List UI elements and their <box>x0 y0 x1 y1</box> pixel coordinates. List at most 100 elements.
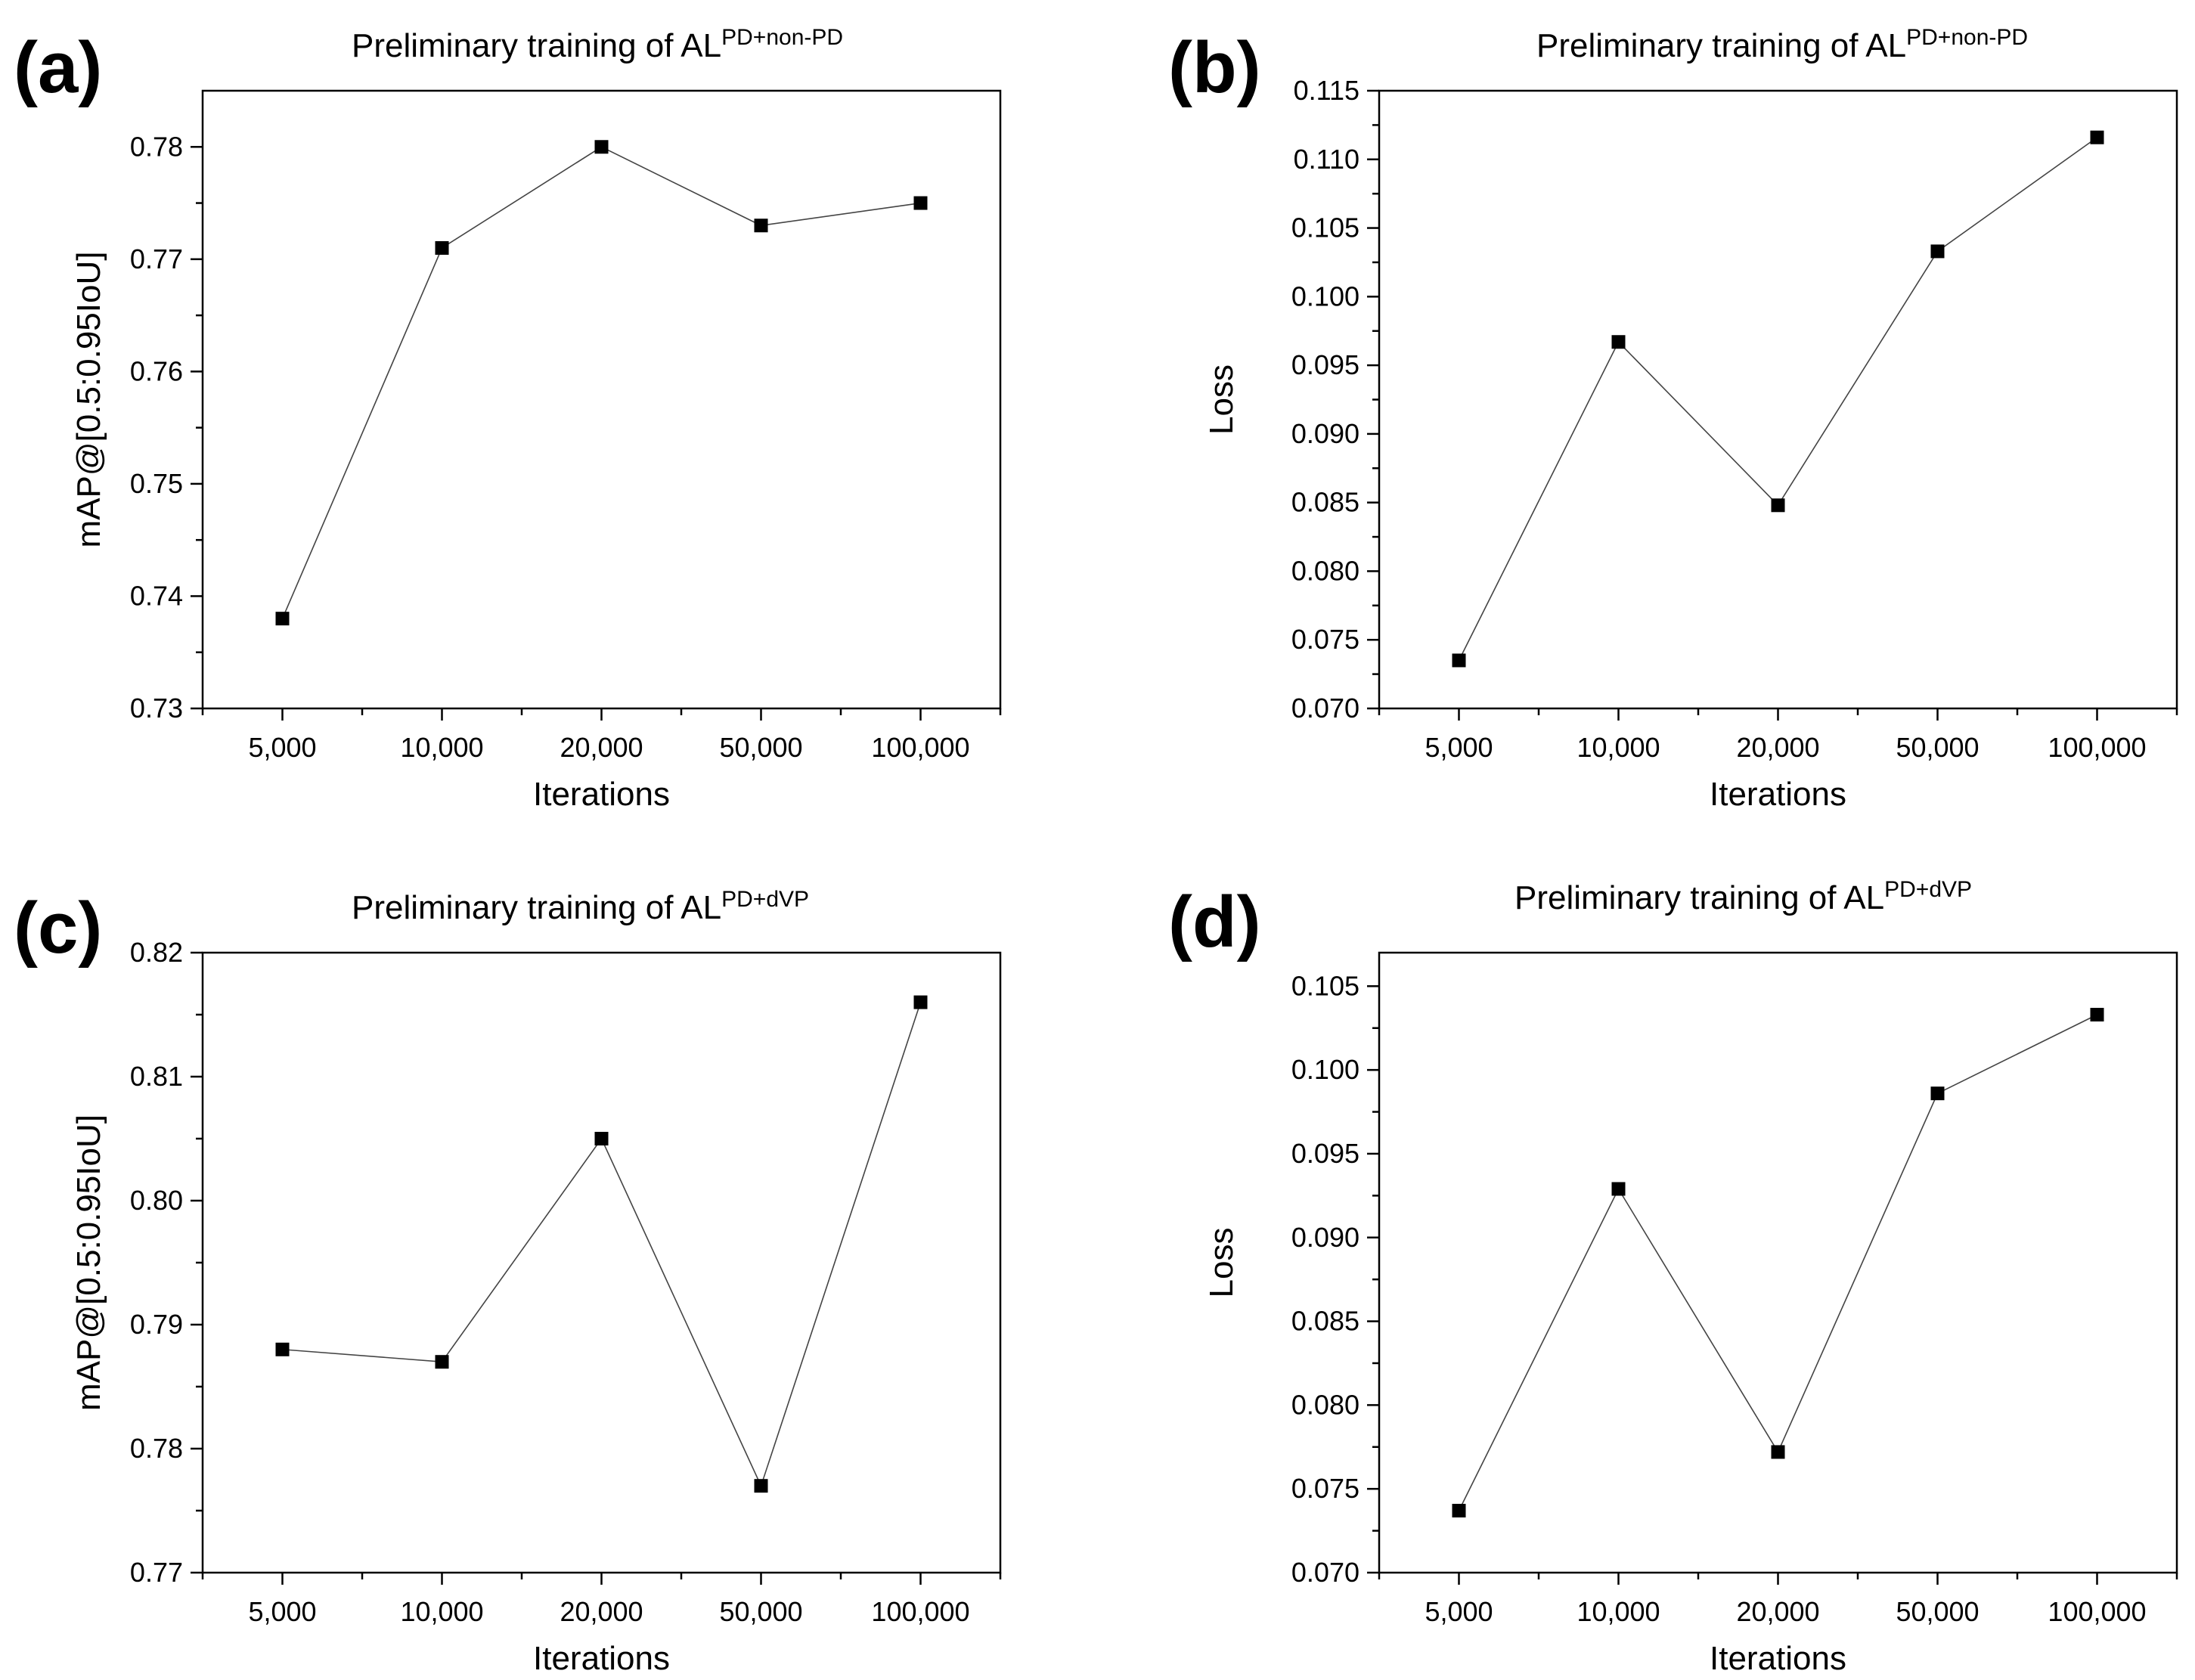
y-tick-label: 0.100 <box>1291 281 1359 312</box>
chart-panel: (c) Preliminary training of ALPD+dVP 5,000… <box>14 887 1002 1677</box>
x-axis-title: Iterations <box>533 776 670 813</box>
x-tick-label: 50,000 <box>1896 1596 1979 1627</box>
y-axis-title: mAP@[0.5:0.95IoU] <box>70 252 107 548</box>
y-tick-label: 0.085 <box>1291 487 1359 518</box>
data-point <box>1611 1182 1626 1196</box>
y-tick-label: 0.090 <box>1291 1222 1359 1253</box>
x-axis-title: Iterations <box>533 1640 670 1677</box>
data-point <box>594 1132 609 1145</box>
chart-title-superscript: PD+non-PD <box>1906 25 2028 50</box>
x-tick-label: 10,000 <box>400 732 483 763</box>
y-tick-label: 0.78 <box>130 1433 183 1464</box>
plot-frame <box>1378 89 2178 710</box>
x-tick-label: 5,000 <box>1425 732 1493 763</box>
y-tick-label: 0.075 <box>1291 624 1359 655</box>
panel-label: (a) <box>14 27 102 108</box>
series-line <box>1458 137 2097 661</box>
x-tick-label: 50,000 <box>719 1596 802 1627</box>
x-tick-label: 10,000 <box>400 1596 483 1627</box>
data-point <box>275 1342 290 1356</box>
x-tick-label: 5,000 <box>248 1596 316 1627</box>
y-tick-label: 0.095 <box>1291 1138 1359 1169</box>
data-point <box>754 219 768 233</box>
y-tick-label: 0.100 <box>1291 1054 1359 1085</box>
series-line <box>1458 1014 2097 1511</box>
y-tick-label: 0.110 <box>1294 144 1359 175</box>
y-tick-label: 0.105 <box>1291 970 1359 1001</box>
chart-title: Preliminary training of ALPD+non-PD <box>1536 25 2028 64</box>
data-point <box>1771 498 1785 513</box>
y-tick-label: 0.070 <box>1291 693 1359 724</box>
y-tick-label: 0.74 <box>130 580 183 611</box>
x-tick-label: 50,000 <box>1896 732 1979 763</box>
x-tick-label: 100,000 <box>2048 1596 2146 1627</box>
x-tick-label: 20,000 <box>560 1596 643 1627</box>
chart-title-superscript: PD+dVP <box>1884 877 1972 902</box>
y-tick-label: 0.76 <box>130 355 183 386</box>
x-tick-label: 5,000 <box>248 732 316 763</box>
y-tick-label: 0.105 <box>1291 212 1359 243</box>
data-point <box>913 995 928 1009</box>
x-axis-title: Iterations <box>1710 776 1846 813</box>
x-tick-label: 50,000 <box>719 732 802 763</box>
panel-label: (c) <box>14 888 102 969</box>
chart-title: Preliminary training of ALPD+non-PD <box>352 25 843 64</box>
y-tick-label: 0.75 <box>130 468 183 499</box>
chart-title: Preliminary training of ALPD+dVP <box>352 887 809 926</box>
y-tick-label: 0.075 <box>1291 1473 1359 1504</box>
chart-panel: (a) Preliminary training of ALPD+non-PD 5,… <box>14 25 1002 813</box>
series-line <box>281 146 921 619</box>
y-tick-label: 0.77 <box>130 243 183 274</box>
chart-title-superscript: PD+dVP <box>721 887 809 912</box>
y-axis-title: Loss <box>1203 1228 1240 1298</box>
chart-title: Preliminary training of ALPD+dVP <box>1514 877 1972 916</box>
data-point <box>1930 1086 1945 1101</box>
data-point <box>2090 1008 2104 1021</box>
y-tick-label: 0.070 <box>1291 1557 1359 1588</box>
data-point <box>1771 1445 1785 1459</box>
y-tick-label: 0.78 <box>130 131 183 162</box>
y-tick-label: 0.73 <box>130 693 183 724</box>
data-point <box>1452 653 1466 668</box>
panel-label: (d) <box>1168 882 1261 962</box>
y-tick-label: 0.080 <box>1291 1389 1359 1420</box>
y-tick-label: 0.090 <box>1291 418 1359 449</box>
y-axis-title: Loss <box>1203 364 1240 435</box>
data-point <box>1452 1504 1466 1517</box>
chart-title-superscript: PD+non-PD <box>721 25 843 50</box>
data-point <box>1930 244 1945 259</box>
chart-panel: (d) Preliminary training of ALPD+dVP 5,000… <box>1168 877 2178 1677</box>
y-tick-label: 0.115 <box>1294 75 1359 106</box>
data-point <box>754 1479 768 1493</box>
data-point <box>913 196 928 210</box>
x-axis-title: Iterations <box>1710 1640 1846 1677</box>
series-line <box>282 1002 922 1488</box>
data-point <box>594 140 609 154</box>
panel-label: (b) <box>1168 27 1261 108</box>
x-tick-label: 20,000 <box>560 732 643 763</box>
data-point <box>2090 130 2104 144</box>
x-tick-label: 10,000 <box>1576 1596 1660 1627</box>
data-point <box>1611 335 1626 349</box>
y-axis-title: mAP@[0.5:0.95IoU] <box>70 1114 107 1411</box>
x-tick-label: 20,000 <box>1736 1596 1819 1627</box>
x-tick-label: 100,000 <box>2048 732 2146 763</box>
y-tick-label: 0.77 <box>130 1557 183 1588</box>
x-tick-label: 20,000 <box>1736 732 1819 763</box>
x-tick-label: 5,000 <box>1425 1596 1493 1627</box>
data-point <box>275 612 290 626</box>
plot-frame <box>1378 951 2178 1574</box>
x-tick-label: 100,000 <box>871 1596 969 1627</box>
y-tick-label: 0.085 <box>1291 1306 1359 1337</box>
data-point <box>435 240 449 255</box>
y-tick-label: 0.79 <box>130 1309 183 1340</box>
y-tick-label: 0.095 <box>1291 349 1359 380</box>
chart-panel: (b) Preliminary training of ALPD+non-PD 5,… <box>1168 25 2178 813</box>
y-tick-label: 0.080 <box>1291 555 1359 586</box>
y-tick-label: 0.82 <box>130 937 183 968</box>
plot-frame <box>201 951 1002 1574</box>
x-tick-label: 10,000 <box>1576 732 1660 763</box>
y-tick-label: 0.81 <box>130 1061 183 1092</box>
data-point <box>435 1355 449 1369</box>
